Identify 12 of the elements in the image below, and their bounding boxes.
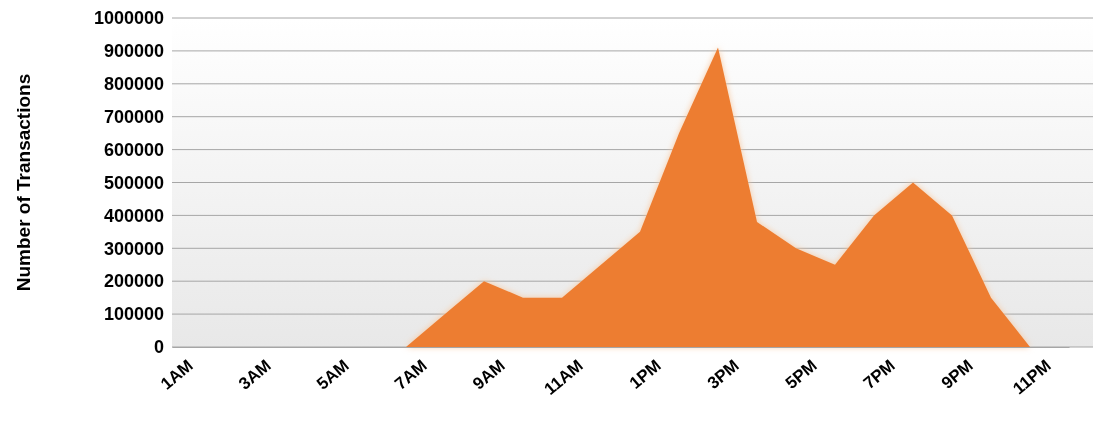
y-tick-label: 700000 (103, 106, 164, 127)
y-tick-label: 100000 (103, 304, 164, 325)
y-tick-label: 500000 (103, 172, 164, 193)
y-tick-label: 1000000 (93, 8, 164, 29)
y-tick-label: 300000 (103, 238, 164, 259)
y-tick-label: 200000 (103, 271, 164, 292)
y-tick-label: 400000 (103, 205, 164, 226)
y-tick-label: 0 (153, 337, 164, 358)
y-tick-label: 900000 (103, 41, 164, 62)
y-tick-label: 800000 (103, 74, 164, 95)
y-axis-title: Number of Transactions (13, 73, 34, 292)
y-tick-label: 600000 (103, 139, 164, 160)
